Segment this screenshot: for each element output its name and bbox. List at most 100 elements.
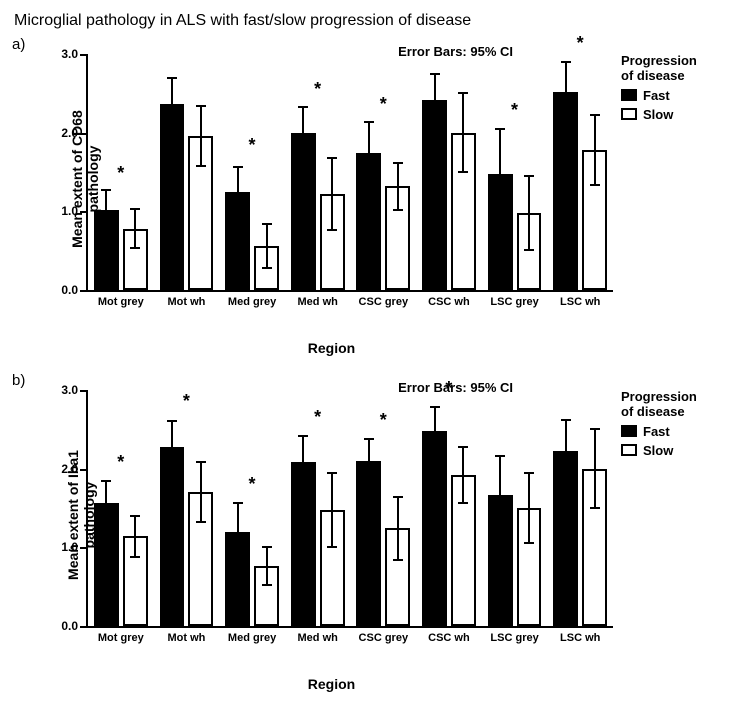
bar-holder	[422, 54, 447, 290]
error-bar	[499, 129, 501, 219]
bar-holder	[385, 54, 410, 290]
bar-holder	[582, 390, 607, 626]
significance-marker: *	[511, 100, 518, 121]
x-tick-label: LSC grey	[490, 632, 538, 644]
error-bar	[565, 62, 567, 122]
error-bar	[462, 447, 464, 504]
y-tick-label: 1.0	[54, 204, 78, 218]
error-cap	[364, 184, 374, 186]
error-cap	[561, 121, 571, 123]
error-bar	[397, 497, 399, 560]
y-tick-label: 2.0	[54, 462, 78, 476]
bar	[422, 100, 447, 290]
bar-holder	[356, 54, 381, 290]
y-tick	[80, 390, 88, 392]
error-cap	[298, 435, 308, 437]
significance-marker: *	[380, 94, 387, 115]
error-cap	[327, 157, 337, 159]
bar-holder	[385, 390, 410, 626]
error-bar	[302, 107, 304, 159]
bar-holder	[123, 54, 148, 290]
bar-holder	[553, 54, 578, 290]
y-tick-label: 3.0	[54, 47, 78, 61]
significance-marker: *	[117, 452, 124, 473]
x-tick-label: Mot wh	[167, 632, 205, 644]
x-tick-label: LSC grey	[490, 296, 538, 308]
significance-marker: *	[249, 474, 256, 495]
error-cap	[233, 217, 243, 219]
legend-label: Slow	[643, 107, 673, 122]
y-tick-label: 3.0	[54, 383, 78, 397]
error-bar	[331, 158, 333, 230]
error-cap	[364, 121, 374, 123]
error-bar	[134, 209, 136, 248]
error-cap	[130, 556, 140, 558]
error-cap	[233, 166, 243, 168]
bar-holder	[517, 390, 542, 626]
error-bar	[171, 421, 173, 473]
x-axis-label: Region	[50, 676, 613, 692]
error-bar	[266, 547, 268, 585]
error-cap	[495, 128, 505, 130]
significance-marker: *	[577, 33, 584, 54]
panel-label: b)	[12, 372, 25, 389]
error-bar	[397, 163, 399, 210]
error-cap	[524, 249, 534, 251]
panel-label: a)	[12, 36, 25, 53]
bar-holder	[320, 54, 345, 290]
error-cap	[495, 455, 505, 457]
significance-marker: *	[314, 407, 321, 428]
x-tick-label: CSC wh	[428, 632, 470, 644]
x-tick-label: Med wh	[298, 632, 338, 644]
x-tick-label: Mot wh	[167, 296, 205, 308]
error-bar	[528, 473, 530, 544]
error-cap	[590, 114, 600, 116]
bar-holder	[188, 390, 213, 626]
error-cap	[196, 521, 206, 523]
legend-item: Slow	[621, 107, 739, 122]
error-cap	[430, 73, 440, 75]
legend-label: Slow	[643, 443, 673, 458]
significance-marker: *	[445, 378, 452, 399]
plot-area: 0.01.02.03.0Mot grey*Mot whMed grey*Med …	[86, 54, 613, 292]
chart-wrap: Mean extent of Iba1pathologyRegionError …	[50, 380, 613, 650]
panel-a: a)Mean extent of CD68pathologyRegionErro…	[10, 34, 743, 364]
y-tick-label: 2.0	[54, 126, 78, 140]
bar-holder	[451, 390, 476, 626]
error-cap	[101, 189, 111, 191]
legend-swatch	[621, 89, 637, 101]
bar	[160, 104, 185, 290]
error-cap	[524, 175, 534, 177]
x-tick-label: CSC grey	[359, 632, 409, 644]
error-bar	[368, 439, 370, 483]
y-tick	[80, 547, 88, 549]
bar-holder	[422, 390, 447, 626]
error-cap	[130, 208, 140, 210]
error-cap	[561, 419, 571, 421]
error-cap	[561, 482, 571, 484]
figure-title: Microglial pathology in ALS with fast/sl…	[10, 12, 743, 30]
error-cap	[196, 105, 206, 107]
y-tick-label: 0.0	[54, 283, 78, 297]
significance-marker: *	[249, 135, 256, 156]
error-cap	[458, 92, 468, 94]
error-cap	[393, 162, 403, 164]
error-bar	[594, 115, 596, 186]
bar	[422, 431, 447, 626]
y-tick	[80, 133, 88, 135]
legend-label: Fast	[643, 88, 670, 103]
error-cap	[298, 158, 308, 160]
error-cap	[262, 223, 272, 225]
error-cap	[167, 77, 177, 79]
error-bar	[331, 473, 333, 547]
error-cap	[233, 559, 243, 561]
error-cap	[196, 461, 206, 463]
error-bar	[105, 190, 107, 229]
bar-holder	[225, 54, 250, 290]
error-cap	[430, 125, 440, 127]
y-tick-label: 1.0	[54, 540, 78, 554]
error-bar	[200, 462, 202, 522]
x-tick-label: Med grey	[228, 296, 276, 308]
error-bar	[171, 78, 173, 130]
y-tick	[80, 54, 88, 56]
